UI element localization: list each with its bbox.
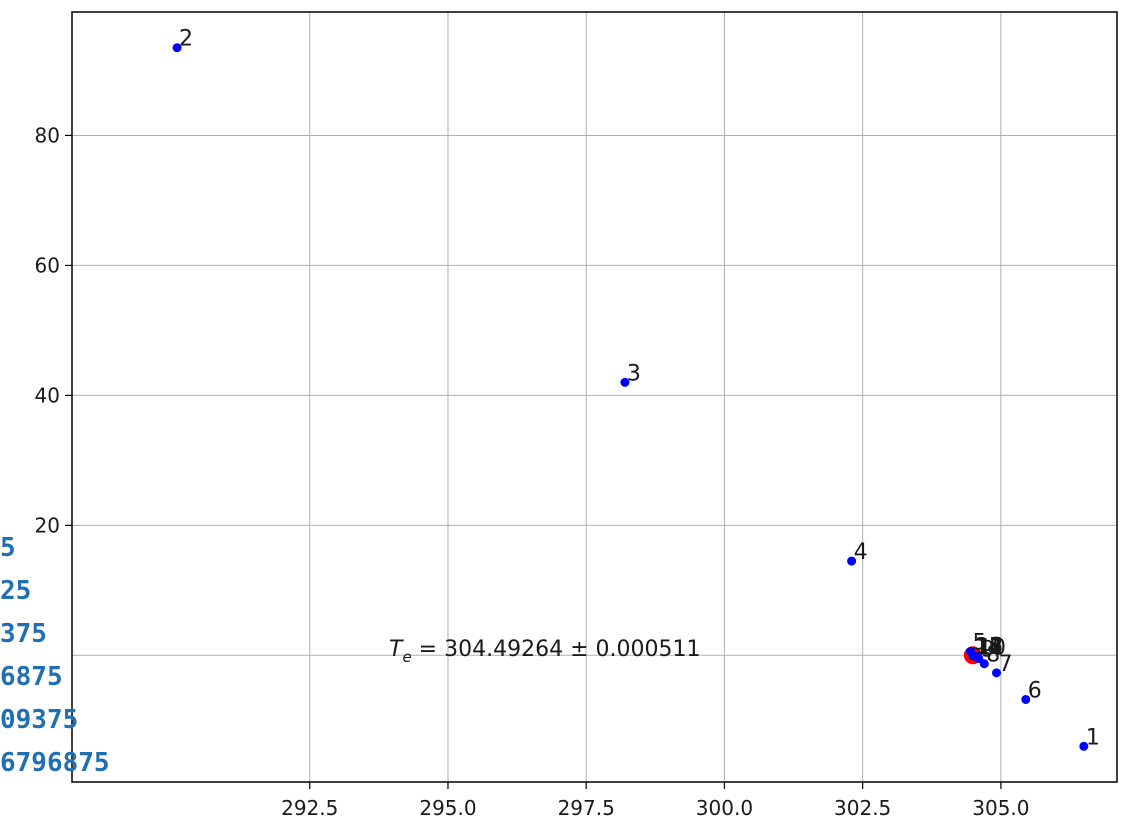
x-tick-label: 305.0 (972, 796, 1029, 820)
point-label: 5 (972, 630, 986, 655)
point-label: 3 (627, 361, 641, 386)
data-point (172, 43, 182, 53)
annotation-rest: = 304.49264 ± 0.000511 (412, 637, 701, 662)
plot-frame (71, 11, 1118, 783)
data-point (1021, 694, 1031, 704)
point-label: 4 (854, 540, 868, 565)
overlay-labels: 5 25 375 6875 09375 6796875 (0, 533, 110, 778)
point-label: 2 (179, 27, 193, 52)
fixed-point-annotation: Te = 304.49264 ± 0.000511 (389, 637, 700, 666)
overlay-number-label: 09375 (0, 705, 78, 735)
grid-lines (72, 12, 1117, 782)
x-tick-label: 292.5 (281, 796, 338, 820)
data-point (1079, 741, 1089, 751)
data-point (847, 556, 857, 566)
annotation-var: T (389, 637, 404, 662)
point-label: 8 (986, 643, 1000, 668)
y-tick-label: 40 (35, 383, 60, 407)
x-tick-label: 297.5 (558, 796, 615, 820)
point-label: 7 (998, 652, 1012, 677)
data-point (968, 650, 978, 660)
point-label: 16 (975, 634, 1003, 659)
y-tick-label: 60 (35, 253, 60, 277)
annotation-group: Te = 304.49264 ± 0.000511 (389, 637, 700, 666)
annotation-sub: e (402, 648, 411, 666)
point-label: 9 (981, 638, 995, 663)
overlay-number-label: 6875 (0, 662, 63, 692)
point-label: 13 (975, 634, 1003, 659)
point-label: 15 (975, 634, 1003, 659)
point-label: 10 (978, 636, 1006, 661)
y-tick-label: 20 (35, 513, 60, 537)
x-tick-label: 300.0 (696, 796, 753, 820)
x-tick-label: 302.5 (834, 796, 891, 820)
point-label: 14 (975, 634, 1003, 659)
overlay-number-label: 375 (0, 619, 47, 649)
x-tick-label: 295.0 (419, 796, 476, 820)
overlay-number-label: 6796875 (0, 748, 110, 778)
point-label: 6 (1028, 678, 1042, 703)
point-label: 1 (1086, 725, 1100, 750)
y-tick-label: 80 (35, 123, 60, 147)
data-point (991, 668, 1001, 678)
overlay-number-label: 5 (0, 533, 16, 563)
data-point (620, 377, 630, 387)
overlay-number-label: 25 (0, 576, 31, 606)
point-label: 12 (975, 635, 1003, 660)
point-label: 11 (976, 635, 1004, 660)
axis-ticks: 292.5 295.0 297.5 300.0 302.5 305.0 20 40 60 80 (35, 123, 1030, 820)
